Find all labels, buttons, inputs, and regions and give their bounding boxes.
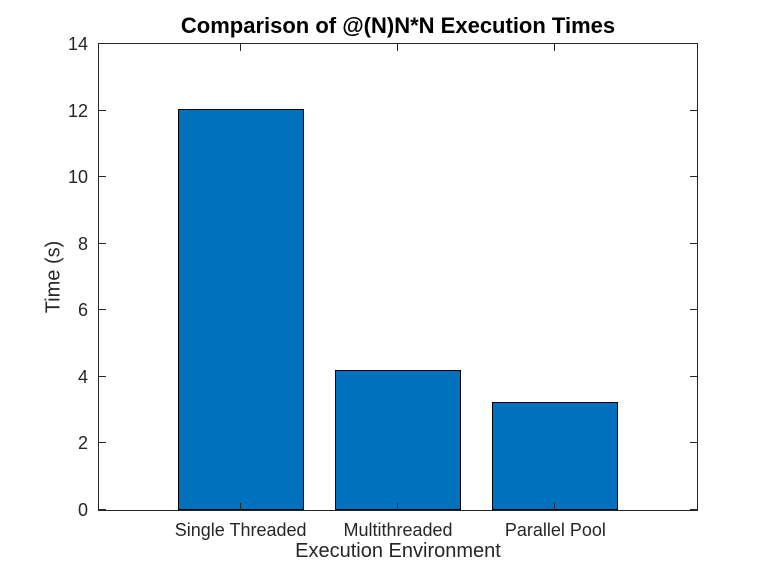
x-tick-label: Parallel Pool — [504, 520, 606, 540]
y-tick-label: 6 — [77, 300, 88, 321]
y-tick-label: 2 — [77, 433, 88, 454]
x-tick-top — [397, 44, 398, 51]
y-tick-left — [99, 176, 106, 178]
x-tick-top — [239, 44, 241, 51]
y-tick-right — [690, 109, 697, 111]
x-tick-label: Multithreaded — [343, 520, 453, 540]
plot-area — [98, 43, 698, 511]
y-tick-right — [690, 509, 697, 510]
y-tick-right — [690, 309, 697, 311]
y-tick-right — [690, 242, 697, 244]
x-tick-bottom — [239, 503, 241, 510]
x-axis-label: Execution Environment — [295, 540, 501, 562]
bar-single-threaded — [177, 108, 304, 510]
y-tick-right — [690, 176, 697, 178]
bar-parallel-pool — [492, 401, 619, 510]
y-tick-left — [99, 109, 106, 111]
y-tick-label: 8 — [77, 233, 88, 254]
y-tick-label: 10 — [67, 167, 88, 188]
y-tick-right — [690, 43, 697, 44]
y-tick-left — [99, 509, 106, 510]
y-tick-left — [99, 309, 106, 311]
y-tick-left — [99, 242, 106, 244]
y-tick-label: 4 — [77, 366, 88, 387]
y-tick-left — [99, 375, 106, 377]
y-tick-label: 12 — [67, 100, 88, 121]
chart-title: Comparison of @(N)N*N Execution Times — [180, 13, 616, 38]
x-tick-label: Single Threaded — [174, 520, 307, 540]
x-tick-bottom — [554, 503, 556, 510]
x-tick-bottom — [397, 503, 398, 510]
y-tick-right — [690, 375, 697, 377]
bar-multithreaded — [335, 370, 461, 510]
x-tick-top — [554, 44, 556, 51]
y-tick-left — [99, 442, 106, 444]
y-tick-label: 14 — [67, 34, 88, 54]
y-tick-right — [690, 442, 697, 444]
y-tick-left — [99, 43, 106, 44]
y-tick-label: 0 — [77, 500, 88, 520]
